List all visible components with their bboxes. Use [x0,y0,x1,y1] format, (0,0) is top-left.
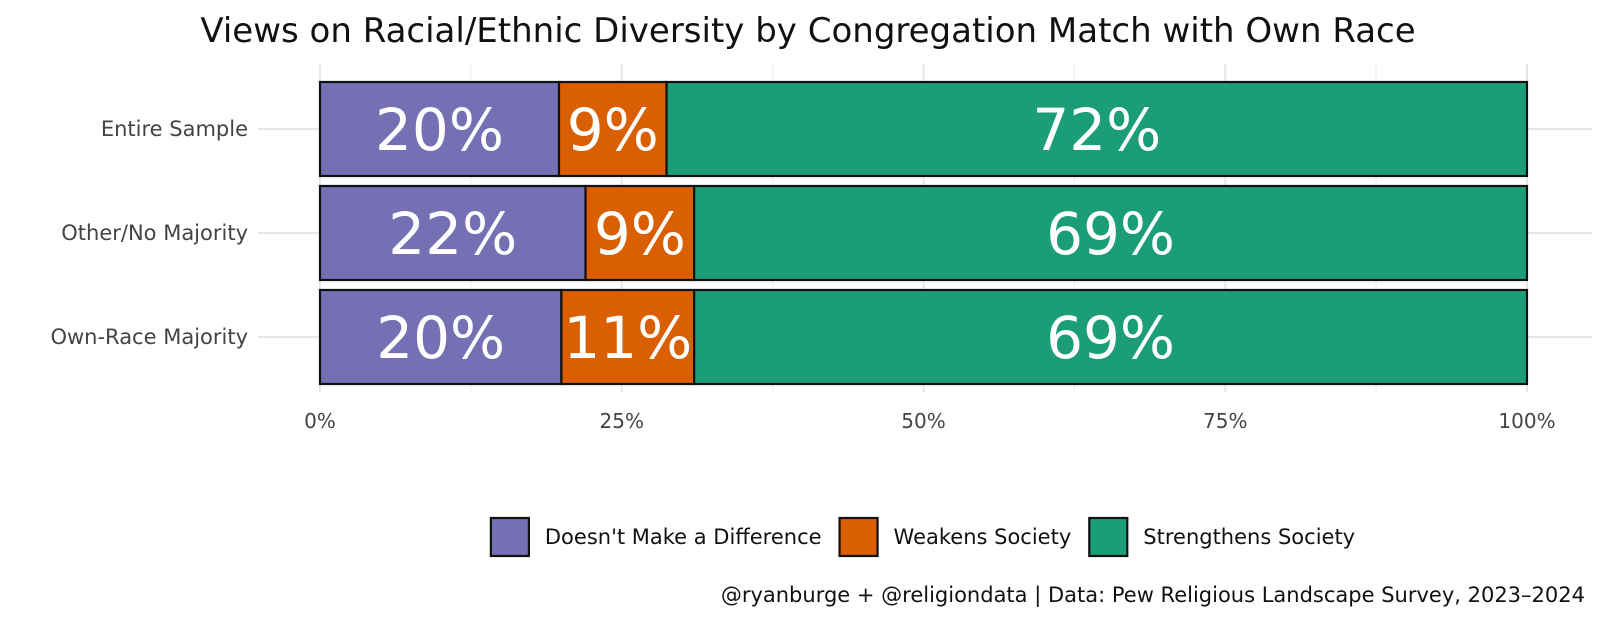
bar-value-label: 9% [594,200,686,268]
caption: @ryanburge + @religiondata | Data: Pew R… [721,583,1585,608]
bars: 20% 9% 72% 22% 9% 69% 20% 11% 69% [318,80,1529,386]
x-tick-label: 0% [304,409,336,433]
bar-value-label: 9% [567,96,659,164]
bar-value-label: 72% [1032,96,1161,164]
x-tick-label: 50% [901,409,945,433]
bar-segment [693,288,1529,386]
legend: Doesn't Make a Difference Weakens Society… [489,516,1355,558]
legend-key [1088,516,1129,558]
y-tick-label: Other/No Majority [61,221,248,245]
bar-segment [584,184,696,282]
y-tick-label: Entire Sample [101,117,248,141]
x-tick-label: 100% [1498,409,1555,433]
legend-label: Doesn't Make a Difference [545,525,822,549]
bar-segment [318,184,587,282]
bar-value-label: 69% [1046,304,1175,372]
bar-value-label: 11% [563,304,692,372]
bar-value-label: 20% [375,96,504,164]
legend-key [489,516,530,558]
x-tick-label: 75% [1203,409,1247,433]
x-tick-label: 25% [600,409,644,433]
bar-segment [693,184,1529,282]
bar-value-label: 69% [1046,200,1175,268]
bar-segment [318,288,563,386]
bar-segment [665,80,1529,178]
bar-segment [557,80,668,178]
y-tick-label: Own-Race Majority [50,325,248,349]
x-axis: 0% 25% 50% 75% 100% [304,409,1555,433]
chart-title: Views on Racial/Ethnic Diversity by Cong… [200,11,1415,51]
legend-label: Strengthens Society [1143,525,1355,549]
bar-value-label: 20% [376,304,505,372]
bar-segment [318,80,561,178]
legend-label: Weakens Society [894,525,1072,549]
bar-value-label: 22% [388,200,517,268]
y-axis: Entire Sample Other/No Majority Own-Race M… [50,117,248,349]
legend-key [838,516,879,558]
